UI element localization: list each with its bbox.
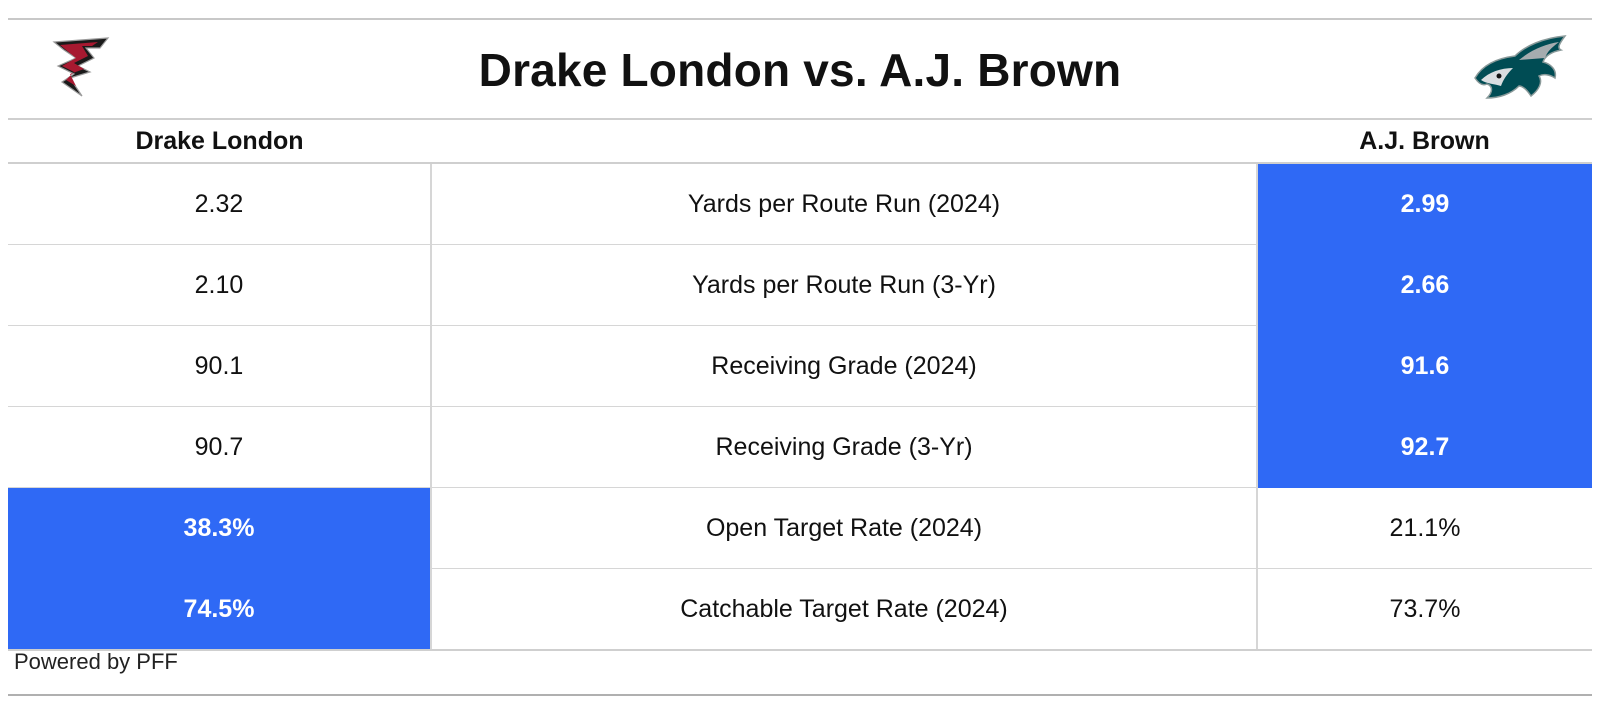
table-row: 2.10 Yards per Route Run (3-Yr) 2.66: [8, 244, 1592, 326]
left-value: 90.7: [8, 406, 431, 488]
header-row: Drake London A.J. Brown: [8, 118, 1592, 164]
falcons-logo-icon: [52, 37, 110, 97]
eagles-logo-icon: [1474, 35, 1567, 99]
metric-label: Catchable Target Rate (2024): [430, 568, 1258, 651]
left-value: 2.10: [8, 244, 431, 326]
table-row: 90.1 Receiving Grade (2024) 91.6: [8, 325, 1592, 407]
metric-label: Yards per Route Run (2024): [430, 163, 1258, 245]
footer-credit: Powered by PFF: [14, 649, 178, 674]
table-row: 38.3% Open Target Rate (2024) 21.1%: [8, 487, 1592, 569]
right-value: 91.6: [1257, 325, 1592, 407]
left-value: 90.1: [8, 325, 431, 407]
metric-header: [431, 118, 1257, 164]
bottom-divider: [8, 694, 1592, 696]
right-value: 92.7: [1257, 406, 1592, 488]
metric-label: Open Target Rate (2024): [430, 487, 1258, 569]
comparison-table: Drake London A.J. Brown 2.32 Yards per R…: [8, 118, 1592, 651]
right-player-header: A.J. Brown: [1257, 118, 1592, 164]
metric-label: Receiving Grade (3-Yr): [430, 406, 1258, 488]
left-value: 2.32: [8, 163, 431, 245]
metric-label: Yards per Route Run (3-Yr): [430, 244, 1258, 326]
left-value: 38.3%: [8, 487, 431, 569]
right-value: 21.1%: [1257, 487, 1592, 569]
right-value: 2.99: [1257, 163, 1592, 245]
page-title: Drake London vs. A.J. Brown: [478, 44, 1122, 96]
table-row: 90.7 Receiving Grade (3-Yr) 92.7: [8, 406, 1592, 488]
metric-label: Receiving Grade (2024): [430, 325, 1258, 407]
table-row: 74.5% Catchable Target Rate (2024) 73.7%: [8, 568, 1592, 651]
right-value: 73.7%: [1257, 568, 1592, 651]
left-value: 74.5%: [8, 568, 431, 651]
right-value: 2.66: [1257, 244, 1592, 326]
left-player-header: Drake London: [8, 118, 431, 164]
table-row: 2.32 Yards per Route Run (2024) 2.99: [8, 163, 1592, 245]
header: Drake London vs. A.J. Brown: [8, 20, 1592, 118]
top-divider: [8, 18, 1592, 20]
